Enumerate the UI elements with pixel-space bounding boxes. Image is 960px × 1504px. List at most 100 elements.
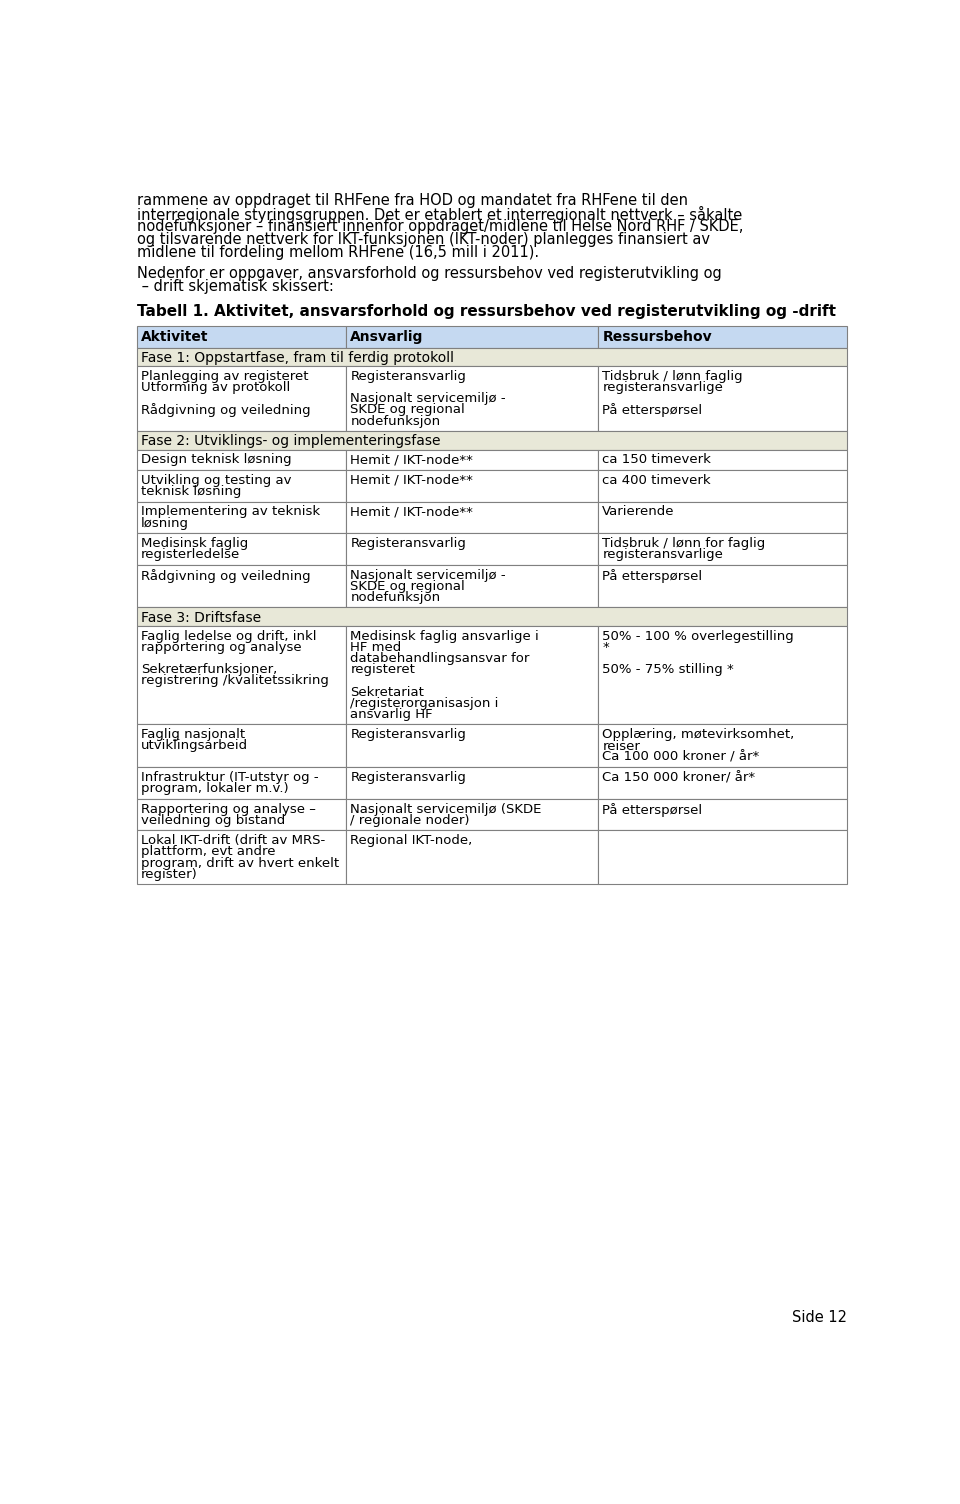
Bar xyxy=(137,532,347,564)
Text: veiledning og bistand: veiledning og bistand xyxy=(141,814,285,827)
Text: – drift skjematisk skissert:: – drift skjematisk skissert: xyxy=(137,280,334,295)
Text: Nasjonalt servicemiljø (SKDE: Nasjonalt servicemiljø (SKDE xyxy=(350,803,541,815)
Bar xyxy=(598,767,847,799)
Text: Hemit / IKT-node**: Hemit / IKT-node** xyxy=(350,505,473,519)
Bar xyxy=(347,830,598,884)
Bar xyxy=(598,365,847,432)
Text: registeransvarlige: registeransvarlige xyxy=(602,381,723,394)
Text: Opplæring, møtevirksomhet,: Opplæring, møtevirksomhet, xyxy=(602,728,795,741)
Bar xyxy=(598,532,847,564)
Text: Nedenfor er oppgaver, ansvarsforhold og ressursbehov ved registerutvikling og: Nedenfor er oppgaver, ansvarsforhold og … xyxy=(137,266,722,281)
Text: og tilsvarende nettverk for IKT-funksjonen (IKT-noder) planlegges finansiert av: og tilsvarende nettverk for IKT-funksjon… xyxy=(137,232,710,247)
Text: program, drift av hvert enkelt: program, drift av hvert enkelt xyxy=(141,857,339,869)
Text: Ressursbehov: Ressursbehov xyxy=(602,329,712,344)
Text: *: * xyxy=(602,641,609,654)
Text: registerledelse: registerledelse xyxy=(141,547,240,561)
Bar xyxy=(137,564,347,608)
Bar xyxy=(598,830,847,884)
Text: nodefunksjon: nodefunksjon xyxy=(350,591,441,605)
Text: Medisinsk faglig ansvarlige i: Medisinsk faglig ansvarlige i xyxy=(350,630,540,642)
Text: utviklingsarbeid: utviklingsarbeid xyxy=(141,740,248,752)
Bar xyxy=(137,365,347,432)
Text: databehandlingsansvar for: databehandlingsansvar for xyxy=(350,653,530,665)
Text: register): register) xyxy=(141,868,198,881)
Text: /registerorganisasjon i: /registerorganisasjon i xyxy=(350,696,499,710)
Text: Utforming av protokoll: Utforming av protokoll xyxy=(141,381,290,394)
Text: Sekretærfunksjoner,: Sekretærfunksjoner, xyxy=(141,663,277,677)
Text: Rådgivning og veiledning: Rådgivning og veiledning xyxy=(141,403,310,418)
Text: Lokal IKT-drift (drift av MRS-: Lokal IKT-drift (drift av MRS- xyxy=(141,835,325,847)
Bar xyxy=(347,626,598,725)
Text: løsning: løsning xyxy=(141,516,189,529)
Text: Ansvarlig: Ansvarlig xyxy=(350,329,423,344)
Text: Tidsbruk / lønn faglig: Tidsbruk / lønn faglig xyxy=(602,370,743,384)
Bar xyxy=(598,725,847,767)
Text: Registeransvarlig: Registeransvarlig xyxy=(350,772,467,784)
Text: ansvarlig HF: ansvarlig HF xyxy=(350,708,433,720)
Bar xyxy=(137,830,347,884)
Text: Fase 1: Oppstartfase, fram til ferdig protokoll: Fase 1: Oppstartfase, fram til ferdig pr… xyxy=(141,350,454,364)
Text: rammene av oppdraget til RHFene fra HOD og mandatet fra RHFene til den: rammene av oppdraget til RHFene fra HOD … xyxy=(137,193,688,208)
Text: På etterspørsel: På etterspørsel xyxy=(602,403,703,418)
Text: På etterspørsel: På etterspørsel xyxy=(602,569,703,582)
Text: Regional IKT-node,: Regional IKT-node, xyxy=(350,835,472,847)
Bar xyxy=(137,767,347,799)
Text: Tabell 1. Aktivitet, ansvarsforhold og ressursbehov ved registerutvikling og -dr: Tabell 1. Aktivitet, ansvarsforhold og r… xyxy=(137,304,836,319)
Text: ca 400 timeverk: ca 400 timeverk xyxy=(602,474,711,487)
Text: Hemit / IKT-node**: Hemit / IKT-node** xyxy=(350,474,473,487)
Text: Aktivitet: Aktivitet xyxy=(141,329,208,344)
Bar xyxy=(598,626,847,725)
Text: Fase 3: Driftsfase: Fase 3: Driftsfase xyxy=(141,611,261,624)
Text: rapportering og analyse: rapportering og analyse xyxy=(141,641,301,654)
Text: ca 150 timeverk: ca 150 timeverk xyxy=(602,453,711,466)
Text: nodefunksjoner – finansiert innenfor oppdraget/midlene til Helse Nord RHF / SKDE: nodefunksjoner – finansiert innenfor opp… xyxy=(137,220,743,235)
Text: interregionale styringsgruppen. Det er etablert et interregionalt nettverk – såk: interregionale styringsgruppen. Det er e… xyxy=(137,206,742,223)
Text: midlene til fordeling mellom RHFene (16,5 mill i 2011).: midlene til fordeling mellom RHFene (16,… xyxy=(137,245,540,260)
Text: Faglig nasjonalt: Faglig nasjonalt xyxy=(141,728,245,741)
Bar xyxy=(137,450,347,469)
Text: Utvikling og testing av: Utvikling og testing av xyxy=(141,474,292,487)
Bar xyxy=(598,501,847,532)
Text: Nasjonalt servicemiljø -: Nasjonalt servicemiljø - xyxy=(350,393,506,405)
Bar xyxy=(137,432,847,450)
Text: SKDE og regional: SKDE og regional xyxy=(350,579,465,593)
Text: HF med: HF med xyxy=(350,641,401,654)
Text: Nasjonalt servicemiljø -: Nasjonalt servicemiljø - xyxy=(350,569,506,582)
Bar xyxy=(137,608,847,626)
Text: program, lokaler m.v.): program, lokaler m.v.) xyxy=(141,782,289,796)
Text: Rapportering og analyse –: Rapportering og analyse – xyxy=(141,803,316,815)
Text: Registeransvarlig: Registeransvarlig xyxy=(350,537,467,550)
Bar xyxy=(347,564,598,608)
Text: / regionale noder): / regionale noder) xyxy=(350,814,469,827)
Text: Infrastruktur (IT-utstyr og -: Infrastruktur (IT-utstyr og - xyxy=(141,772,319,784)
Bar xyxy=(347,326,598,347)
Bar xyxy=(347,532,598,564)
Bar xyxy=(347,725,598,767)
Bar xyxy=(137,501,347,532)
Text: Varierende: Varierende xyxy=(602,505,675,519)
Text: Sekretariat: Sekretariat xyxy=(350,686,424,698)
Text: Implementering av teknisk: Implementering av teknisk xyxy=(141,505,320,519)
Text: Registeransvarlig: Registeransvarlig xyxy=(350,728,467,741)
Bar xyxy=(347,365,598,432)
Text: Planlegging av registeret: Planlegging av registeret xyxy=(141,370,308,384)
Text: 50% - 100 % overlegestilling: 50% - 100 % overlegestilling xyxy=(602,630,794,642)
Text: Registeransvarlig: Registeransvarlig xyxy=(350,370,467,384)
Text: Rådgivning og veiledning: Rådgivning og veiledning xyxy=(141,569,310,582)
Bar xyxy=(137,326,347,347)
Bar xyxy=(598,799,847,830)
Text: På etterspørsel: På etterspørsel xyxy=(602,803,703,817)
Bar xyxy=(137,347,847,365)
Bar xyxy=(598,469,847,501)
Text: registeret: registeret xyxy=(350,663,416,677)
Text: teknisk løsning: teknisk løsning xyxy=(141,484,241,498)
Text: Hemit / IKT-node**: Hemit / IKT-node** xyxy=(350,453,473,466)
Text: Tidsbruk / lønn for faglig: Tidsbruk / lønn for faglig xyxy=(602,537,766,550)
Text: Design teknisk løsning: Design teknisk løsning xyxy=(141,453,292,466)
Text: registeransvarlige: registeransvarlige xyxy=(602,547,723,561)
Bar xyxy=(598,326,847,347)
Text: registrering /kvalitetssikring: registrering /kvalitetssikring xyxy=(141,674,328,687)
Bar xyxy=(347,799,598,830)
Text: reiser: reiser xyxy=(602,740,640,752)
Text: 50% - 75% stilling *: 50% - 75% stilling * xyxy=(602,663,734,677)
